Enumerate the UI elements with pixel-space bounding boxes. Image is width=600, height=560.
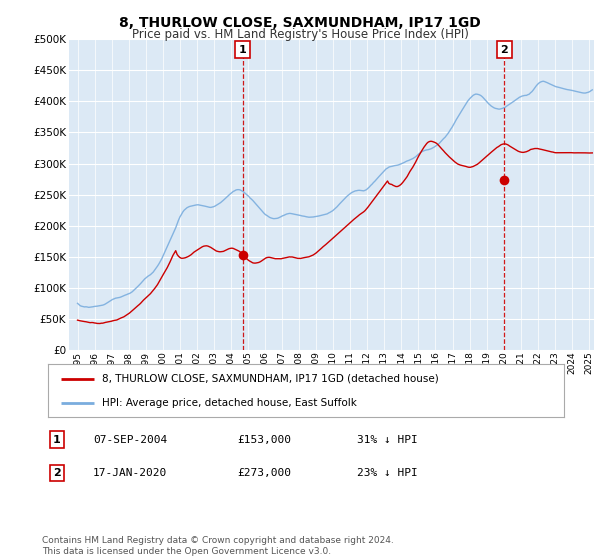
Text: 17-JAN-2020: 17-JAN-2020 <box>93 468 167 478</box>
Text: HPI: Average price, detached house, East Suffolk: HPI: Average price, detached house, East… <box>102 398 357 408</box>
Text: 1: 1 <box>53 435 61 445</box>
Text: 23% ↓ HPI: 23% ↓ HPI <box>357 468 418 478</box>
Text: £153,000: £153,000 <box>237 435 291 445</box>
Text: Price paid vs. HM Land Registry's House Price Index (HPI): Price paid vs. HM Land Registry's House … <box>131 28 469 41</box>
Text: Contains HM Land Registry data © Crown copyright and database right 2024.
This d: Contains HM Land Registry data © Crown c… <box>42 536 394 556</box>
Text: 2: 2 <box>53 468 61 478</box>
Text: 07-SEP-2004: 07-SEP-2004 <box>93 435 167 445</box>
Text: 1: 1 <box>239 45 247 55</box>
Text: 2: 2 <box>500 45 508 55</box>
Text: 8, THURLOW CLOSE, SAXMUNDHAM, IP17 1GD (detached house): 8, THURLOW CLOSE, SAXMUNDHAM, IP17 1GD (… <box>102 374 439 384</box>
Text: 8, THURLOW CLOSE, SAXMUNDHAM, IP17 1GD: 8, THURLOW CLOSE, SAXMUNDHAM, IP17 1GD <box>119 16 481 30</box>
Text: £273,000: £273,000 <box>237 468 291 478</box>
Text: 31% ↓ HPI: 31% ↓ HPI <box>357 435 418 445</box>
